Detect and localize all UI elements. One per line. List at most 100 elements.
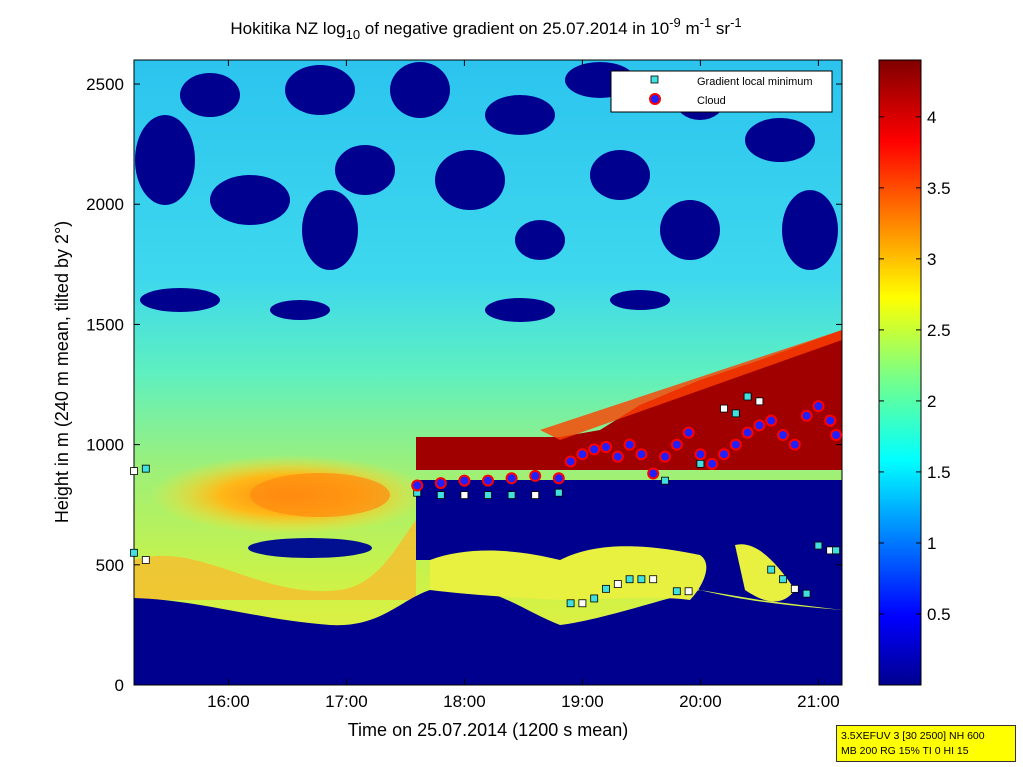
y-tick-label: 0 <box>115 676 124 695</box>
colorbar-tick-label: 2 <box>927 392 936 411</box>
gradient-minimum-marker <box>790 584 799 593</box>
gradient-minimum-marker <box>802 589 811 598</box>
cloud-marker <box>576 448 589 461</box>
colorbar-ticks: 0.5 1 1.5 2 2.5 3 3.5 4 <box>879 108 951 624</box>
cloud-marker <box>411 479 424 492</box>
gradient-minimum-marker <box>554 488 563 497</box>
cloud-marker <box>729 438 742 451</box>
gradient-minimum-marker <box>613 580 622 588</box>
cloud-marker <box>800 409 813 422</box>
y-axis-label: Height in m (240 m mean, tilted by 2°) <box>52 221 72 523</box>
colorbar-tick-label: 1.5 <box>927 463 951 482</box>
gradient-minimum-marker <box>696 459 705 468</box>
gradient-minimum-marker <box>755 397 764 406</box>
cloud-marker <box>529 469 542 482</box>
cloud-marker <box>659 450 671 463</box>
info-line-2: MB 200 RG 15% TI 0 HI 15 <box>841 745 969 757</box>
x-tick-label: 17:00 <box>325 692 368 711</box>
colorbar <box>878 59 922 686</box>
y-tick-label: 2500 <box>86 75 124 94</box>
cloud-marker <box>788 438 801 451</box>
colorbar-tick-label: 3.5 <box>927 179 951 198</box>
gradient-minimum-marker <box>814 541 823 550</box>
cloud-marker <box>588 443 601 456</box>
info-line-1: 3.5XEFUV 3 [30 2500] NH 600 <box>841 730 985 742</box>
gradient-minimum-marker <box>507 491 516 499</box>
cloud-marker <box>718 448 730 461</box>
gradient-minimum-marker <box>684 587 693 596</box>
plot-frame <box>133 59 843 686</box>
gradient-minimum-marker <box>649 575 658 584</box>
cloud-marker <box>600 441 612 454</box>
gradient-minimum-marker <box>767 565 776 574</box>
y-tick-label: 2000 <box>86 195 124 214</box>
legend-circle-marker <box>649 93 661 105</box>
cloud-marker <box>434 477 447 490</box>
gradient-minimum-marker <box>484 491 492 499</box>
cloud-marker <box>623 438 636 451</box>
series-layer <box>130 392 843 608</box>
gradient-minimum-marker <box>743 392 752 401</box>
gradient-minimum-marker <box>460 491 469 499</box>
gradient-minimum-marker <box>141 464 150 473</box>
cloud-marker <box>458 474 471 487</box>
cloud-marker <box>552 472 565 485</box>
info-box: 3.5XEFUV 3 [30 2500] NH 600 MB 200 RG 15… <box>836 725 1016 762</box>
gradient-minimum-marker <box>141 556 150 564</box>
cloud-marker <box>706 457 719 470</box>
y-tick-label: 1500 <box>86 315 124 334</box>
y-tick-label: 500 <box>96 556 124 575</box>
cloud-marker <box>482 474 494 487</box>
cloud-marker <box>765 414 778 427</box>
x-axis-label: Time on 25.07.2014 (1200 s mean) <box>348 720 629 740</box>
gradient-minimum-marker <box>130 467 138 475</box>
y-axis: 0 500 1000 1500 2000 2500 <box>86 75 842 695</box>
colorbar-tick-label: 3 <box>927 250 936 269</box>
cloud-marker <box>824 414 837 427</box>
gradient-minimum-marker <box>531 491 540 499</box>
cloud-marker <box>564 455 577 468</box>
gradient-minimum-marker <box>832 546 840 555</box>
cloud-marker <box>505 472 518 485</box>
cloud-marker <box>741 426 754 439</box>
legend-square-marker <box>650 75 659 84</box>
x-tick-label: 21:00 <box>797 692 840 711</box>
x-tick-label: 18:00 <box>443 692 486 711</box>
x-axis: 16:00 17:00 18:00 19:00 20:00 21:00 <box>207 60 840 711</box>
gradient-minimum-marker <box>590 594 599 603</box>
gradient-minimum-marker <box>661 476 669 485</box>
x-tick-label: 16:00 <box>207 692 250 711</box>
cloud-marker <box>647 467 660 480</box>
colorbar-tick-label: 4 <box>927 108 936 127</box>
gradient-minimum-marker <box>720 404 728 413</box>
cloud-marker <box>670 438 683 451</box>
gradient-minimum-marker <box>779 575 787 584</box>
legend: Gradient local minimum Cloud <box>610 70 833 113</box>
legend-entry-gradient: Gradient local minimum <box>697 76 813 88</box>
cloud-marker <box>753 419 766 432</box>
cloud-marker <box>694 448 707 461</box>
cloud-marker <box>830 429 843 441</box>
gradient-minimum-marker <box>436 491 445 499</box>
gradient-minimum-marker <box>637 575 646 584</box>
gradient-minimum-marker <box>672 587 681 596</box>
cloud-marker <box>812 400 825 413</box>
cloud-marker <box>682 426 695 439</box>
x-tick-label: 19:00 <box>561 692 604 711</box>
gradient-minimum-marker <box>731 409 740 418</box>
legend-entry-cloud: Cloud <box>697 95 726 107</box>
heatmap-field <box>134 60 842 685</box>
colorbar-tick-label: 1 <box>927 534 936 553</box>
y-tick-label: 1000 <box>86 436 124 455</box>
gradient-minimum-marker <box>578 599 587 608</box>
gradient-minimum-marker <box>625 575 634 584</box>
colorbar-tick-label: 2.5 <box>927 321 951 340</box>
x-tick-label: 20:00 <box>679 692 722 711</box>
cloud-marker <box>611 450 624 463</box>
cloud-marker <box>777 429 789 441</box>
gradient-minimum-marker <box>602 584 610 593</box>
gradient-minimum-marker <box>130 548 138 557</box>
colorbar-tick-label: 0.5 <box>927 605 951 624</box>
cloud-marker <box>635 448 648 461</box>
